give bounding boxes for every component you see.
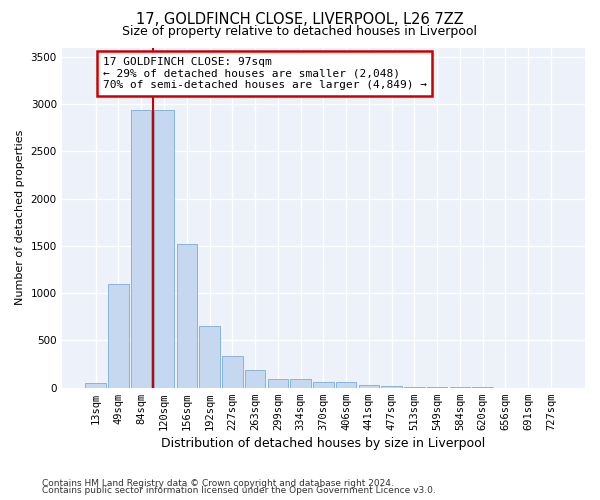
Bar	[336, 382, 356, 388]
Bar	[382, 386, 402, 388]
Bar	[313, 382, 334, 388]
Bar	[245, 370, 265, 388]
Bar	[85, 383, 106, 388]
Bar	[199, 326, 220, 388]
Bar	[268, 378, 288, 388]
Bar	[176, 244, 197, 388]
Y-axis label: Number of detached properties: Number of detached properties	[15, 130, 25, 306]
Bar	[290, 379, 311, 388]
Text: Contains HM Land Registry data © Crown copyright and database right 2024.: Contains HM Land Registry data © Crown c…	[42, 478, 394, 488]
Text: 17 GOLDFINCH CLOSE: 97sqm
← 29% of detached houses are smaller (2,048)
70% of se: 17 GOLDFINCH CLOSE: 97sqm ← 29% of detac…	[103, 57, 427, 90]
Bar	[404, 386, 425, 388]
Bar	[108, 284, 129, 388]
Bar	[154, 110, 174, 388]
Text: Size of property relative to detached houses in Liverpool: Size of property relative to detached ho…	[122, 25, 478, 38]
Bar	[359, 385, 379, 388]
X-axis label: Distribution of detached houses by size in Liverpool: Distribution of detached houses by size …	[161, 437, 485, 450]
Bar	[222, 356, 242, 388]
Text: Contains public sector information licensed under the Open Government Licence v3: Contains public sector information licen…	[42, 486, 436, 495]
Text: 17, GOLDFINCH CLOSE, LIVERPOOL, L26 7ZZ: 17, GOLDFINCH CLOSE, LIVERPOOL, L26 7ZZ	[136, 12, 464, 28]
Bar	[427, 387, 448, 388]
Bar	[131, 110, 151, 388]
